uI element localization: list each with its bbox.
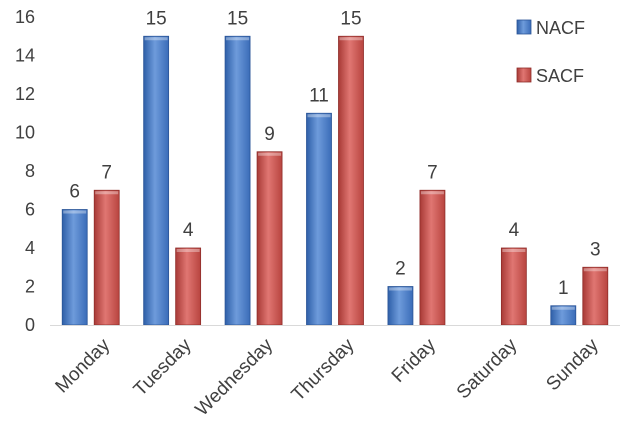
data-label-nacf-wednesday: 15 xyxy=(227,8,248,29)
x-tick-label: Thursday xyxy=(288,334,359,405)
bar-sacf-tuesday xyxy=(175,247,202,326)
bar-highlight xyxy=(63,210,87,214)
data-label-nacf-thursday: 11 xyxy=(309,85,329,106)
legend-label-sacf: SACF xyxy=(536,66,584,86)
bar-sacf-monday xyxy=(93,189,120,326)
legend-swatch-sacf xyxy=(516,67,532,83)
y-tick-label: 6 xyxy=(25,200,35,220)
y-tick-label: 4 xyxy=(25,238,35,258)
bar-nacf-monday xyxy=(61,209,88,326)
bar-highlight xyxy=(339,37,363,41)
data-label-sacf-friday: 7 xyxy=(427,162,438,183)
x-tick-label: Monday xyxy=(52,334,115,397)
bar-highlight xyxy=(258,152,282,156)
bar-nacf-friday xyxy=(387,286,414,326)
bar-highlight xyxy=(388,287,412,291)
y-tick-label: 2 xyxy=(25,277,35,297)
data-label-sacf-saturday: 4 xyxy=(509,220,520,241)
data-label-sacf-sunday: 3 xyxy=(590,239,601,260)
data-label-nacf-tuesday: 15 xyxy=(146,8,167,29)
data-label-sacf-monday: 7 xyxy=(101,162,112,183)
bar-highlight xyxy=(583,268,607,272)
y-tick-label: 0 xyxy=(25,315,35,335)
bar-highlight xyxy=(551,306,575,310)
data-label-nacf-sunday: 1 xyxy=(558,278,569,299)
x-tick-label: Saturday xyxy=(453,334,522,403)
legend-label-nacf: NACF xyxy=(536,18,585,38)
data-label-sacf-thursday: 15 xyxy=(340,8,361,29)
bar-highlight xyxy=(502,249,526,252)
bar-highlight xyxy=(95,191,119,195)
bar-highlight xyxy=(226,37,250,41)
y-tick-label: 8 xyxy=(25,161,35,181)
data-label-nacf-monday: 6 xyxy=(69,182,80,203)
legend: NACF SACF xyxy=(516,18,585,86)
y-axis: 0 2 4 6 8 10 12 14 16 xyxy=(15,7,35,335)
x-tick-label: Sunday xyxy=(542,334,603,395)
data-label-sacf-wednesday: 9 xyxy=(264,124,275,145)
bar-highlight xyxy=(420,191,444,195)
bar-nacf-tuesday xyxy=(143,35,170,326)
data-label-sacf-tuesday: 4 xyxy=(183,220,194,241)
x-tick-label: Friday xyxy=(388,334,441,387)
bar-highlight xyxy=(176,249,200,252)
bar-sacf-sunday xyxy=(582,266,609,326)
bar-sacf-thursday xyxy=(338,35,364,326)
x-tick-label: Wednesday xyxy=(192,334,278,420)
y-tick-label: 14 xyxy=(15,46,35,66)
bar-nacf-wednesday xyxy=(224,35,251,326)
bar-sacf-friday xyxy=(419,189,446,326)
x-tick-label: Tuesday xyxy=(130,334,196,400)
bar-sacf-saturday xyxy=(500,247,527,326)
bar-highlight xyxy=(144,37,168,41)
bar-sacf-wednesday xyxy=(256,151,283,326)
bar-highlight xyxy=(307,114,331,118)
y-tick-label: 16 xyxy=(15,7,35,27)
data-label-nacf-friday: 2 xyxy=(395,259,406,280)
legend-swatch-nacf xyxy=(516,19,532,35)
y-tick-label: 10 xyxy=(15,123,35,143)
bar-nacf-thursday xyxy=(306,112,332,326)
y-tick-label: 12 xyxy=(15,84,35,104)
